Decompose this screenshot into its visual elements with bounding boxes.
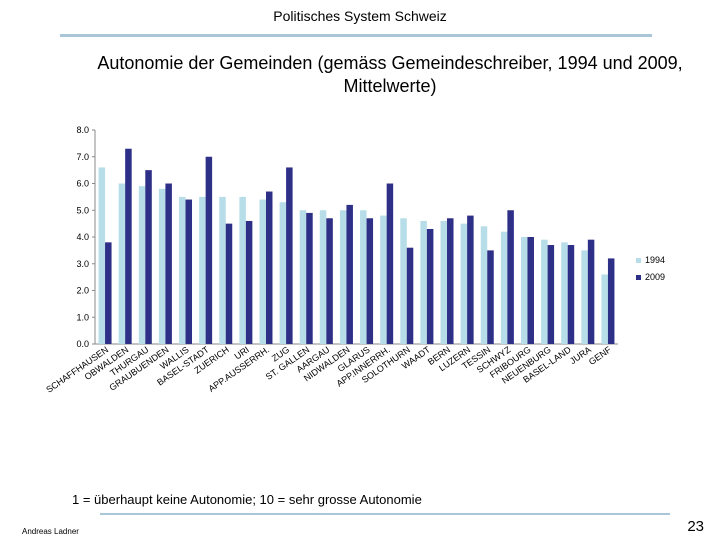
bar-1994 — [520, 237, 528, 344]
y-tick-label: 6.0 — [76, 179, 89, 189]
bar-1994 — [440, 220, 448, 344]
bar-2009 — [467, 215, 474, 344]
bar-2009 — [286, 167, 293, 344]
bar-1994 — [138, 186, 146, 344]
legend-swatch-1994 — [636, 258, 641, 263]
bar-1994 — [561, 242, 568, 344]
bar-2009 — [346, 204, 353, 344]
legend-label-2009: 2009 — [645, 272, 665, 282]
bar-1994 — [259, 199, 266, 344]
bar-1994 — [339, 210, 347, 344]
bar-1994 — [541, 239, 548, 344]
bar-1994 — [601, 274, 608, 344]
page-number: 23 — [687, 518, 704, 535]
bar-2009 — [587, 239, 595, 344]
bar-1994 — [179, 196, 186, 345]
bar-2009 — [265, 191, 273, 344]
bar-2009 — [145, 170, 152, 345]
y-tick-label: 7.0 — [76, 152, 89, 162]
bar-2009 — [426, 228, 434, 344]
bar-1994 — [98, 167, 106, 344]
bar-1994 — [299, 210, 307, 344]
bar-1994 — [400, 218, 407, 344]
bar-2009 — [125, 148, 132, 344]
bar-1994 — [219, 196, 226, 345]
bar-1994 — [420, 220, 427, 344]
y-tick-label: 2.0 — [76, 286, 89, 296]
bar-2009 — [567, 245, 575, 344]
x-category-label: GENF — [587, 344, 614, 367]
bar-1994 — [319, 210, 327, 344]
bar-1994 — [480, 226, 488, 344]
legend-swatch-2009 — [636, 275, 641, 280]
bar-2009 — [245, 220, 253, 344]
bar-1994 — [158, 188, 166, 344]
bar-1994 — [460, 223, 468, 345]
bar-1994 — [239, 196, 246, 345]
bar-2009 — [527, 237, 534, 344]
bar-1994 — [581, 250, 588, 345]
y-tick-label: 3.0 — [76, 259, 89, 269]
bar-2009 — [547, 245, 555, 344]
bar-1994 — [360, 210, 367, 344]
bar-2009 — [366, 218, 374, 344]
bar-1994 — [279, 202, 287, 344]
legend-label-1994: 1994 — [645, 255, 665, 265]
bar-2009 — [487, 250, 494, 345]
bar-2009 — [185, 199, 193, 344]
scale-note: 1 = überhaupt keine Autonomie; 10 = sehr… — [72, 492, 422, 507]
bar-1994 — [118, 183, 126, 344]
bar-2009 — [225, 223, 233, 345]
slide-header: Politisches System Schweiz — [273, 8, 447, 24]
y-tick-label: 8.0 — [76, 125, 89, 135]
bar-2009 — [165, 183, 172, 344]
bar-2009 — [406, 247, 414, 344]
y-tick-label: 1.0 — [76, 312, 89, 322]
bar-2009 — [326, 218, 333, 344]
author-name: Andreas Ladner — [22, 527, 79, 536]
y-tick-label: 4.0 — [76, 232, 89, 242]
y-tick-label: 5.0 — [76, 205, 89, 215]
bar-2009 — [386, 183, 394, 344]
footer-divider — [100, 513, 670, 515]
bar-2009 — [447, 218, 454, 344]
bar-1994 — [380, 215, 387, 344]
bar-2009 — [306, 212, 313, 344]
header-divider — [60, 34, 652, 37]
bar-2009 — [607, 258, 615, 344]
bar-2009 — [205, 156, 213, 344]
y-tick-label: 0.0 — [76, 339, 89, 349]
bar-1994 — [500, 231, 508, 344]
bar-2009 — [105, 242, 112, 344]
chart-title: Autonomie der Gemeinden (gemäss Gemeinde… — [97, 53, 683, 96]
bar-2009 — [507, 210, 514, 344]
bar-1994 — [199, 196, 206, 345]
